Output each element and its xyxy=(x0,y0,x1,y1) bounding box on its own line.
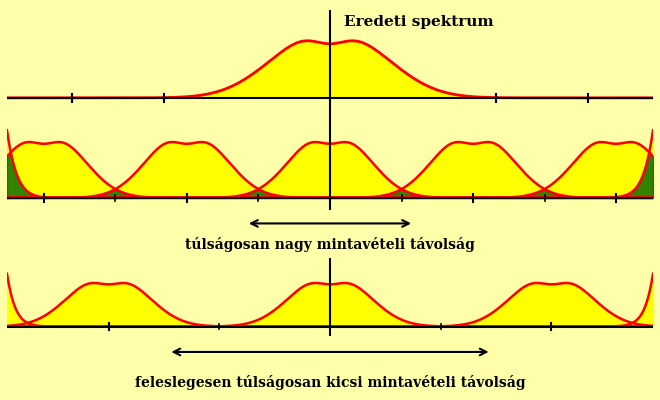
Text: túlságosan nagy mintavételi távolság: túlságosan nagy mintavételi távolság xyxy=(185,237,475,252)
Text: feleslegesen túlságosan kicsi mintavételi távolság: feleslegesen túlságosan kicsi mintavétel… xyxy=(135,374,525,390)
Text: Eredeti spektrum: Eredeti spektrum xyxy=(344,16,494,30)
